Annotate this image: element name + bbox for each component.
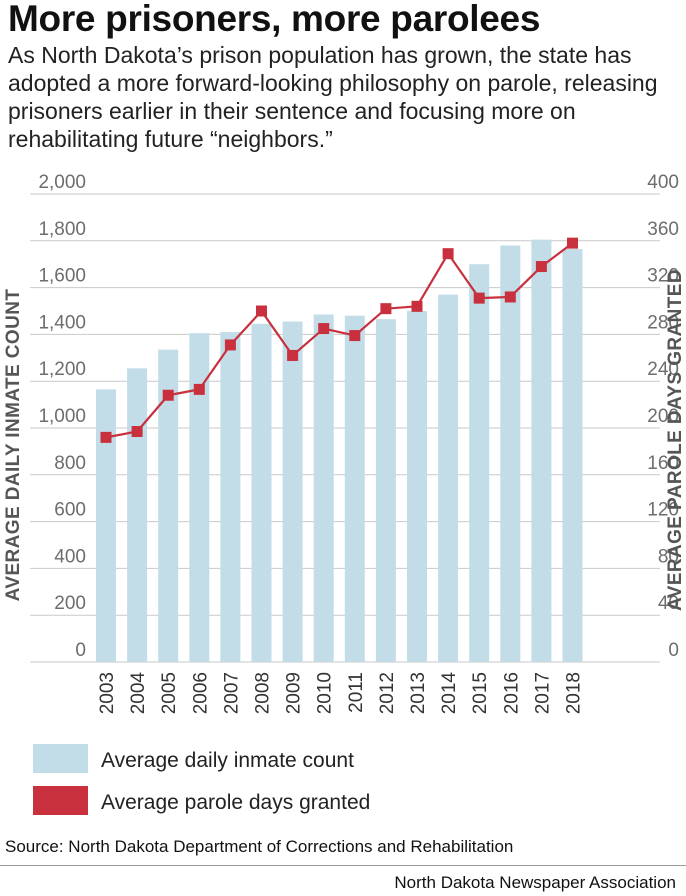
left-axis-ticks: 0 200 400 600 800 1,000 1,200 1,400 1,600 1,800 2,… (38, 172, 86, 661)
left-tick-label: 400 (54, 546, 86, 567)
point-2008 (256, 305, 267, 317)
point-2015 (473, 292, 485, 304)
bar-2003 (96, 389, 116, 662)
left-tick-label: 200 (54, 593, 86, 614)
credit-line: North Dakota Newspaper Association (394, 873, 676, 892)
point-2005 (162, 389, 174, 401)
bar-2009 (282, 321, 303, 662)
right-tick-label: 240 (647, 359, 679, 380)
x-tick-label: 2007 (221, 672, 242, 714)
combo-chart: 02004006008001,0001,2001,4001,6001,8002,… (3, 172, 686, 815)
inmate-bars (96, 239, 583, 663)
bar-2006 (189, 333, 210, 662)
left-tick-label: 1,800 (38, 219, 86, 240)
x-tick-label: 2014 (439, 672, 460, 715)
x-tick-label: 2003 (97, 672, 118, 714)
legend: Average daily inmate count Average parol… (33, 744, 370, 815)
bar-2014 (438, 294, 459, 662)
right-axis-title: AVERAGE PAROLE DAYS GRANTED (665, 269, 686, 611)
right-tick-label: 320 (647, 266, 679, 287)
x-tick-label: 2017 (532, 672, 553, 714)
x-tick-label: 2004 (128, 672, 149, 715)
right-tick-label: 160 (647, 453, 679, 474)
x-axis-ticks: 2003 2004 2005 2006 2007 2008 2009 2010 2011 2012… (97, 672, 585, 715)
legend-swatch-parole-days (33, 786, 88, 815)
x-tick-label: 2016 (501, 672, 522, 714)
right-tick-label: 120 (647, 500, 679, 521)
bar-2013 (407, 311, 427, 662)
point-2012 (380, 303, 392, 315)
point-2011 (349, 330, 361, 342)
left-axis-title: AVERAGE DAILY INMATE COUNT (3, 289, 24, 602)
bar-2007 (220, 332, 241, 662)
footer-divider (0, 865, 686, 866)
x-tick-label: 2013 (408, 672, 429, 714)
left-tick-label: 1,600 (38, 266, 86, 287)
x-tick-label: 2005 (159, 672, 180, 714)
bar-2004 (127, 368, 148, 662)
bar-2015 (469, 264, 490, 662)
x-tick-label: 2015 (470, 672, 491, 714)
source-note: Source: North Dakota Department of Corre… (5, 837, 514, 856)
x-tick-label: 2010 (315, 672, 336, 714)
left-tick-label: 600 (54, 500, 86, 521)
bar-2012 (375, 319, 396, 662)
right-tick-label: 280 (647, 312, 679, 333)
right-tick-label: 40 (658, 593, 679, 614)
point-2018 (567, 237, 578, 249)
bar-2010 (313, 314, 334, 662)
point-2007 (224, 339, 236, 351)
left-tick-label: 800 (54, 453, 86, 474)
x-tick-label: 2008 (253, 672, 274, 714)
right-tick-label: 80 (658, 546, 679, 567)
point-2013 (411, 300, 423, 312)
point-2006 (193, 383, 205, 395)
parole-line (100, 237, 578, 443)
x-tick-label: 2009 (284, 672, 305, 714)
x-tick-label: 2012 (377, 672, 398, 714)
point-2003 (100, 431, 112, 443)
parole-line-path (105, 242, 574, 439)
legend-label-parole-days: Average parole days granted (101, 791, 370, 814)
point-2004 (131, 426, 143, 438)
point-2017 (535, 261, 547, 273)
point-2016 (504, 291, 516, 303)
bar-2017 (531, 239, 552, 662)
point-2010 (318, 323, 330, 335)
left-tick-label: 1,000 (38, 406, 86, 427)
left-tick-label: 1,200 (38, 359, 86, 380)
x-tick-label: 2006 (190, 672, 211, 714)
right-tick-label: 360 (647, 219, 679, 240)
right-tick-label: 0 (668, 640, 679, 661)
bar-2016 (500, 245, 521, 663)
right-axis-ticks: 0 40 80 120 160 200 240 280 320 360 400 (647, 172, 679, 661)
bar-2008 (251, 323, 272, 662)
chart-subtitle: As North Dakota’s prison population has … (8, 42, 658, 152)
left-tick-label: 1,400 (38, 312, 86, 333)
point-2014 (442, 248, 454, 260)
x-tick-label: 2011 (346, 672, 367, 713)
right-tick-label: 400 (647, 172, 679, 193)
point-2009 (287, 349, 299, 361)
chart-title: More prisoners, more parolees (8, 0, 541, 39)
left-tick-label: 0 (75, 640, 86, 661)
left-tick-label: 2,000 (38, 172, 86, 193)
legend-swatch-inmate-count (33, 744, 88, 773)
right-tick-label: 200 (647, 406, 679, 427)
x-tick-label: 2018 (564, 672, 585, 714)
legend-label-inmate-count: Average daily inmate count (101, 749, 354, 772)
bar-2018 (562, 248, 583, 663)
bar-2011 (344, 315, 365, 662)
bar-2005 (158, 349, 179, 662)
